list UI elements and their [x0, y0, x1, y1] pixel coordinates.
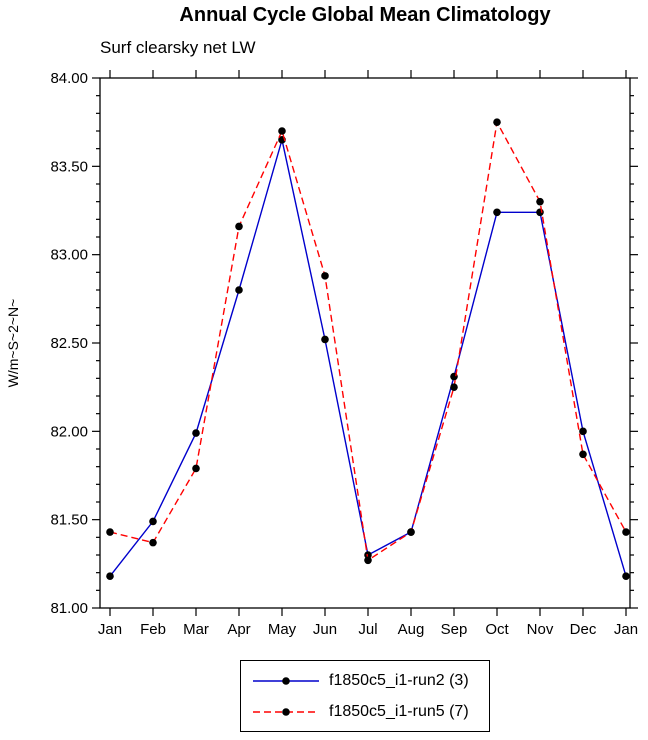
legend: f1850c5_i1-run2 (3) f1850c5_i1-run5 (7)	[240, 660, 490, 732]
x-tick-label: Dec	[570, 621, 597, 638]
chart-subtitle: Surf clearsky net LW	[100, 38, 256, 57]
legend-line-sample	[253, 707, 319, 716]
chart-title: Annual Cycle Global Mean Climatology	[179, 4, 551, 26]
x-tick-label: Feb	[140, 621, 166, 638]
y-tick-label: 81.50	[50, 512, 88, 529]
data-point-marker	[278, 127, 286, 135]
y-tick-label: 82.00	[50, 423, 88, 440]
x-tick-label: Jun	[313, 621, 337, 638]
plot-area: 81.00 81.50 82.00 82.50 83.00 83.50 84.00 Jan Fe…	[50, 70, 638, 638]
legend-line-sample	[253, 676, 319, 685]
data-point-marker	[235, 222, 243, 231]
x-tick-label: May	[268, 621, 297, 638]
data-point-marker	[321, 272, 329, 280]
data-point-marker	[407, 528, 415, 536]
x-tick-label: Apr	[227, 621, 250, 638]
legend-label: f1850c5_i1-run2 (3)	[329, 671, 469, 689]
data-point-marker	[579, 450, 587, 459]
axis-frame	[99, 77, 631, 609]
x-tick-label: Jan	[98, 621, 122, 638]
x-tick-label: Jul	[358, 621, 377, 638]
legend-item: f1850c5_i1-run2 (3)	[241, 665, 489, 696]
data-point-marker	[149, 517, 157, 526]
y-tick-label: 83.50	[50, 158, 88, 175]
x-tick-label: Mar	[183, 621, 209, 638]
data-point-marker	[493, 208, 501, 217]
series-line	[109, 120, 627, 562]
data-point-marker	[192, 464, 200, 473]
data-point-marker	[536, 197, 544, 206]
x-tick-label: Aug	[398, 621, 425, 638]
series-line	[109, 139, 627, 577]
y-tick-label: 84.00	[50, 70, 88, 87]
data-point-marker	[493, 118, 501, 126]
x-tick-label: Oct	[485, 621, 509, 638]
legend-label: f1850c5_i1-run5 (7)	[329, 702, 469, 720]
data-point-marker	[364, 551, 372, 559]
x-tick-label: Jan	[614, 621, 638, 638]
data-point-marker	[364, 556, 372, 565]
legend-item: f1850c5_i1-run5 (7)	[241, 696, 489, 727]
data-point-marker	[106, 528, 114, 536]
x-tick-label: Sep	[441, 621, 468, 638]
data-point-marker	[149, 538, 157, 547]
data-point-marker	[192, 429, 200, 437]
data-point-marker	[450, 383, 458, 391]
data-point-marker	[321, 335, 329, 344]
data-point-marker	[622, 572, 630, 580]
data-point-marker	[106, 572, 114, 580]
x-tick-label: Nov	[527, 621, 554, 638]
y-tick-label: 82.50	[50, 335, 88, 352]
legend-marker	[282, 676, 290, 685]
legend-marker	[282, 707, 290, 716]
data-point-marker	[579, 427, 587, 436]
y-tick-label: 83.00	[50, 247, 88, 264]
data-point-marker	[536, 208, 544, 217]
y-tick-label: 81.00	[50, 600, 88, 617]
data-point-marker	[622, 528, 630, 536]
data-point-marker	[235, 286, 243, 294]
